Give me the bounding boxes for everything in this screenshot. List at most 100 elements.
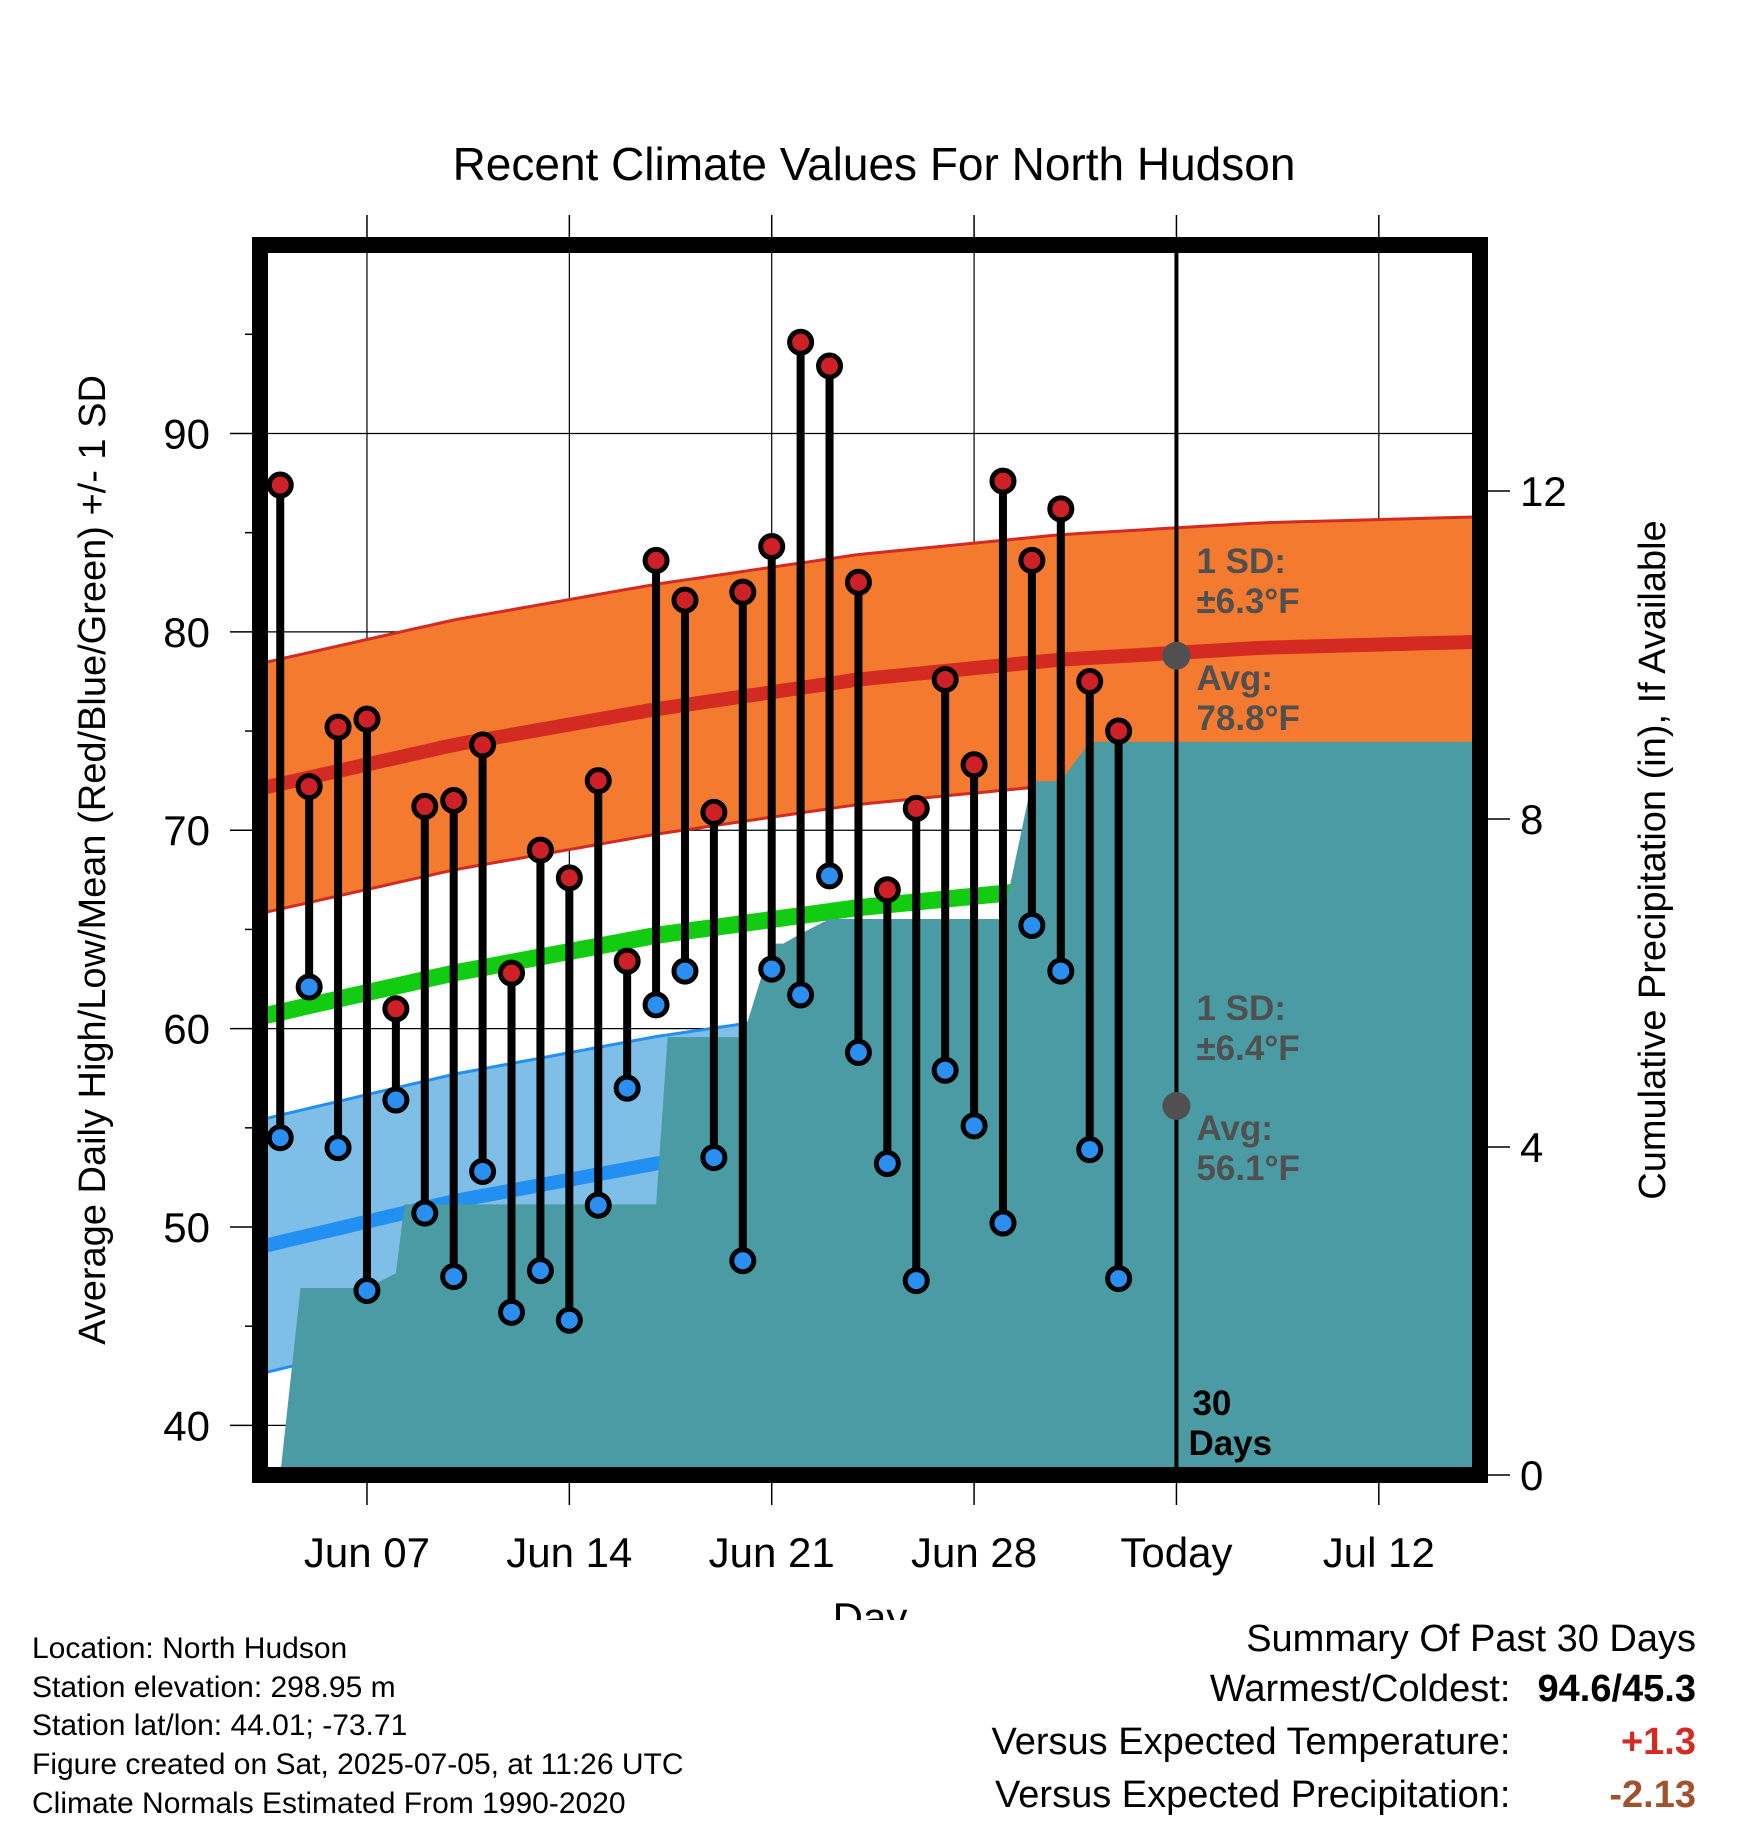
obs-high-point (526, 836, 554, 864)
obs-low-point (642, 991, 670, 1019)
y-axis-label-left: Average Daily High/Low/Mean (Red/Blue/Gr… (72, 375, 114, 1345)
summary-precip-row: Versus Expected Precipitation: -2.13 (995, 1774, 1696, 1817)
obs-high-point (960, 751, 988, 779)
obs-low-point (1076, 1136, 1104, 1164)
obs-high-point (440, 786, 468, 814)
obs-low-point (758, 955, 786, 983)
x-tick-label: Jun 07 (304, 1529, 430, 1576)
observation-day-22 (787, 328, 815, 1009)
y-tick-label-40: 40 (163, 1402, 210, 1449)
observation-day-6 (324, 713, 352, 1162)
obs-low-point (469, 1157, 497, 1185)
observation-day-32 (1076, 667, 1104, 1164)
y2-tick-label-4: 4 (1520, 1124, 1543, 1171)
obs-high-point (1076, 667, 1104, 695)
high-avg-title: Avg: (1196, 659, 1272, 698)
x-tick-label: Jun 21 (709, 1529, 835, 1576)
observation-day-5 (295, 773, 323, 1001)
y2-tick-label-12: 12 (1520, 468, 1567, 515)
obs-high-point (700, 798, 728, 826)
obs-high-point (989, 467, 1017, 495)
observation-day-17 (642, 546, 670, 1019)
y-axis-label-right: Cumulative Precipitation (in), If Availa… (1632, 520, 1674, 1199)
observation-day-28 (960, 751, 988, 1140)
summary-temp-value: +1.3 (1620, 1721, 1696, 1763)
low-sd-title: 1 SD: (1196, 989, 1285, 1028)
obs-low-point (902, 1267, 930, 1295)
obs-low-point (440, 1263, 468, 1291)
low-sd-value: ±6.4°F (1196, 1029, 1299, 1068)
observation-day-14 (555, 864, 583, 1334)
obs-low-point (324, 1134, 352, 1162)
x-tick-label: Jul 12 (1323, 1529, 1435, 1576)
obs-low-point (700, 1144, 728, 1172)
summary-temp-row: Versus Expected Temperature: +1.3 (992, 1721, 1696, 1764)
obs-high-point (584, 767, 612, 795)
obs-low-point (787, 981, 815, 1009)
obs-high-point (902, 794, 930, 822)
observation-day-24 (844, 568, 872, 1066)
obs-high-point (816, 352, 844, 380)
y-tick-label-70: 70 (163, 807, 210, 854)
x-tick-label: Today (1120, 1529, 1232, 1576)
obs-low-point (411, 1199, 439, 1227)
observation-day-9 (411, 792, 439, 1227)
observation-day-12 (498, 959, 526, 1326)
obs-low-point (555, 1306, 583, 1334)
obs-high-point (642, 546, 670, 574)
obs-low-point (844, 1038, 872, 1066)
precip-area (280, 741, 1481, 1475)
observations (266, 328, 1133, 1334)
high-sd-title: 1 SD: (1196, 542, 1285, 581)
y-tick-label-80: 80 (163, 609, 210, 656)
observation-day-30 (1018, 546, 1046, 939)
chart-title: Recent Climate Values For North Hudson (453, 138, 1296, 190)
obs-high-point (295, 773, 323, 801)
summary-warmest-row: Warmest/Coldest: 94.6/45.3 (1210, 1668, 1696, 1711)
observation-day-11 (469, 731, 497, 1185)
climate-chart: Recent Climate Values For North Hudson 1… (72, 138, 1674, 1620)
obs-high-point (1018, 546, 1046, 574)
summary-warmest-value: 94.6/45.3 (1537, 1668, 1696, 1710)
plot-border (252, 237, 1488, 1483)
high-sd-value: ±6.3°F (1196, 582, 1299, 621)
low-avg-title: Avg: (1196, 1109, 1272, 1148)
footer-elevation: Station elevation: 298.95 m (32, 1671, 396, 1704)
obs-high-point (787, 328, 815, 356)
footer-latlon: Station lat/lon: 44.01; -73.71 (32, 1709, 408, 1742)
summary-title: Summary Of Past 30 Days (1246, 1618, 1696, 1660)
observation-day-29 (989, 467, 1017, 1237)
obs-low-point (266, 1124, 294, 1152)
observation-day-16 (613, 947, 641, 1102)
observation-day-27 (931, 665, 959, 1084)
obs-low-point (989, 1209, 1017, 1237)
obs-low-point (1047, 957, 1075, 985)
observation-day-7 (353, 705, 381, 1304)
high-avg-value: 78.8°F (1196, 699, 1300, 738)
obs-high-point (555, 864, 583, 892)
plot-frame (252, 237, 1488, 1483)
obs-low-point (1105, 1265, 1133, 1293)
observation-day-8 (382, 995, 410, 1114)
obs-high-point (498, 959, 526, 987)
obs-high-point (873, 876, 901, 904)
y-tick-label-90: 90 (163, 410, 210, 457)
observation-day-31 (1047, 495, 1075, 985)
y-tick-label-50: 50 (163, 1204, 210, 1251)
obs-low-point (353, 1277, 381, 1304)
footer-normals: Climate Normals Estimated From 1990-2020 (32, 1787, 626, 1820)
obs-high-point (1047, 495, 1075, 523)
observation-day-19 (700, 798, 728, 1172)
y-tick-label-60: 60 (163, 1006, 210, 1053)
observation-day-15 (584, 767, 612, 1219)
obs-high-point (411, 792, 439, 820)
y2-tick-label-0: 0 (1520, 1452, 1543, 1499)
obs-high-point (729, 578, 757, 606)
summary-precip-label: Versus Expected Precipitation: (995, 1774, 1511, 1816)
obs-high-point (671, 586, 699, 614)
obs-low-point (584, 1191, 612, 1219)
obs-high-point (758, 533, 786, 561)
summary-temp-label: Versus Expected Temperature: (991, 1721, 1511, 1763)
obs-low-point (873, 1150, 901, 1178)
